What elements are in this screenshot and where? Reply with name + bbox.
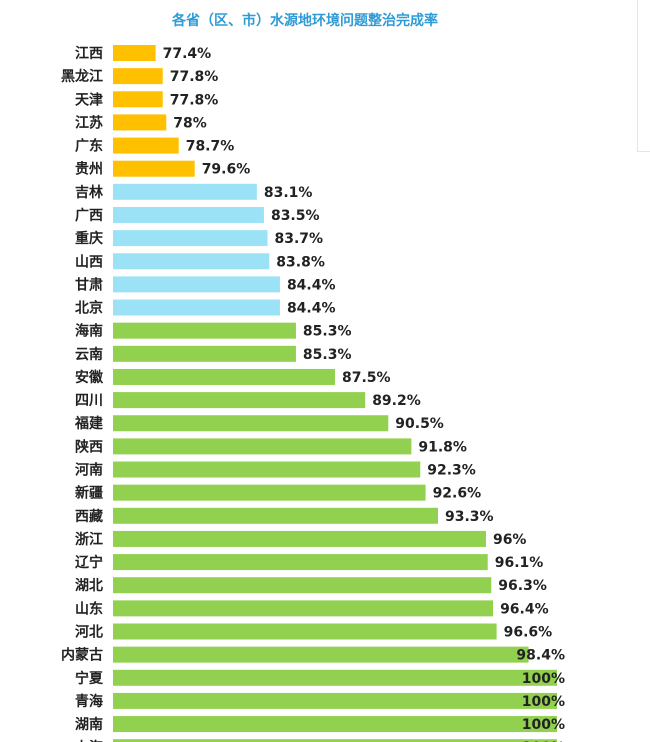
category-label: 青海: [75, 693, 103, 710]
bar: [113, 368, 335, 385]
category-label: 辽宁: [75, 554, 103, 571]
category-label: 广西: [75, 207, 103, 224]
category-label: 浙江: [75, 531, 103, 548]
data-label: 84.4%: [287, 301, 336, 317]
data-label: 100%: [522, 694, 565, 710]
bar: [113, 692, 557, 709]
data-label: 84.4%: [287, 277, 336, 293]
data-label: 85.3%: [303, 324, 352, 340]
category-label: 四川: [75, 393, 103, 409]
category-label: 福建: [74, 415, 103, 432]
data-label: 85.3%: [303, 347, 352, 363]
data-label: 89.2%: [372, 393, 421, 409]
bar: [113, 530, 486, 547]
bar: [113, 345, 296, 362]
category-label: 北京: [75, 300, 103, 317]
bar: [113, 392, 366, 409]
category-label: 黑龙江: [61, 68, 103, 85]
data-label: 100%: [522, 740, 565, 742]
data-label: 96.1%: [495, 555, 544, 571]
bar: [113, 114, 167, 131]
data-label: 77.8%: [170, 92, 219, 108]
data-label: 96%: [493, 532, 527, 548]
category-label: 宁夏: [75, 670, 104, 687]
category-label: 吉林: [75, 184, 103, 201]
category-label: 湖南: [75, 716, 103, 733]
data-label: 83.5%: [271, 208, 320, 224]
panel-edge: [637, 0, 638, 152]
category-label: 江苏: [75, 114, 103, 131]
bar: [113, 669, 557, 686]
category-label: 江西: [75, 45, 103, 62]
bar: [113, 577, 492, 594]
bar: [113, 183, 257, 200]
data-label: 83.1%: [264, 185, 313, 201]
data-label: 96.6%: [504, 625, 553, 641]
category-label: 河南: [75, 462, 103, 479]
bar: [113, 507, 439, 524]
category-label: 天津: [75, 91, 103, 108]
category-label: 山西: [75, 254, 103, 270]
data-label: 77.4%: [163, 46, 212, 62]
category-label: 重庆: [75, 230, 103, 247]
data-label: 100%: [522, 671, 565, 687]
chart-title: 各省（区、市）水源地环境问题整治完成率: [172, 13, 438, 29]
bar: [113, 623, 497, 640]
data-label: 78%: [173, 115, 207, 131]
category-label: 山东: [75, 600, 103, 617]
bar: [113, 230, 268, 247]
data-label: 100%: [522, 717, 565, 733]
category-label: 广东: [75, 138, 103, 155]
bar: [113, 484, 426, 501]
bar: [113, 137, 179, 154]
data-label: 79.6%: [202, 162, 251, 178]
bar: [113, 253, 270, 270]
bar: [113, 554, 488, 571]
category-label: 新疆: [75, 485, 103, 502]
data-label: 92.3%: [427, 463, 476, 479]
category-label: 西藏: [75, 508, 103, 525]
data-label: 96.4%: [500, 601, 549, 617]
data-label: 83.8%: [276, 254, 325, 270]
bar: [113, 322, 296, 339]
category-label: 内蒙古: [61, 647, 103, 664]
bar: [113, 299, 280, 316]
bar: [113, 415, 389, 432]
category-label: 湖北: [75, 578, 103, 594]
bar: [113, 68, 163, 85]
bar: [113, 438, 412, 455]
bar: [113, 45, 156, 61]
category-label: 河北: [75, 624, 103, 641]
bar: [113, 600, 494, 617]
category-label: 甘肃: [75, 276, 103, 293]
bar: [113, 160, 195, 177]
data-label: 87.5%: [342, 370, 391, 386]
category-label: 陕西: [75, 438, 103, 455]
bar: [113, 646, 529, 663]
category-label: 贵州: [75, 161, 103, 178]
category-label: 云南: [75, 346, 103, 363]
data-label: 78.7%: [186, 139, 235, 155]
bar: [113, 739, 557, 742]
data-label: 91.8%: [418, 439, 467, 455]
data-label: 93.3%: [445, 509, 494, 525]
bar: [113, 206, 264, 223]
data-label: 96.3%: [498, 578, 547, 594]
panel-edge: [637, 151, 650, 152]
bar: [113, 716, 557, 733]
data-label: 83.7%: [275, 231, 324, 247]
category-label: 安徽: [75, 369, 104, 386]
bar: [113, 461, 421, 478]
data-label: 90.5%: [395, 416, 444, 432]
bar: [113, 91, 163, 108]
data-label: 77.8%: [170, 69, 219, 85]
data-label: 98.4%: [516, 648, 565, 664]
data-label: 92.6%: [433, 486, 482, 502]
bar: [113, 276, 280, 293]
category-label: 海南: [75, 323, 103, 340]
category-label: 上海: [75, 739, 103, 742]
